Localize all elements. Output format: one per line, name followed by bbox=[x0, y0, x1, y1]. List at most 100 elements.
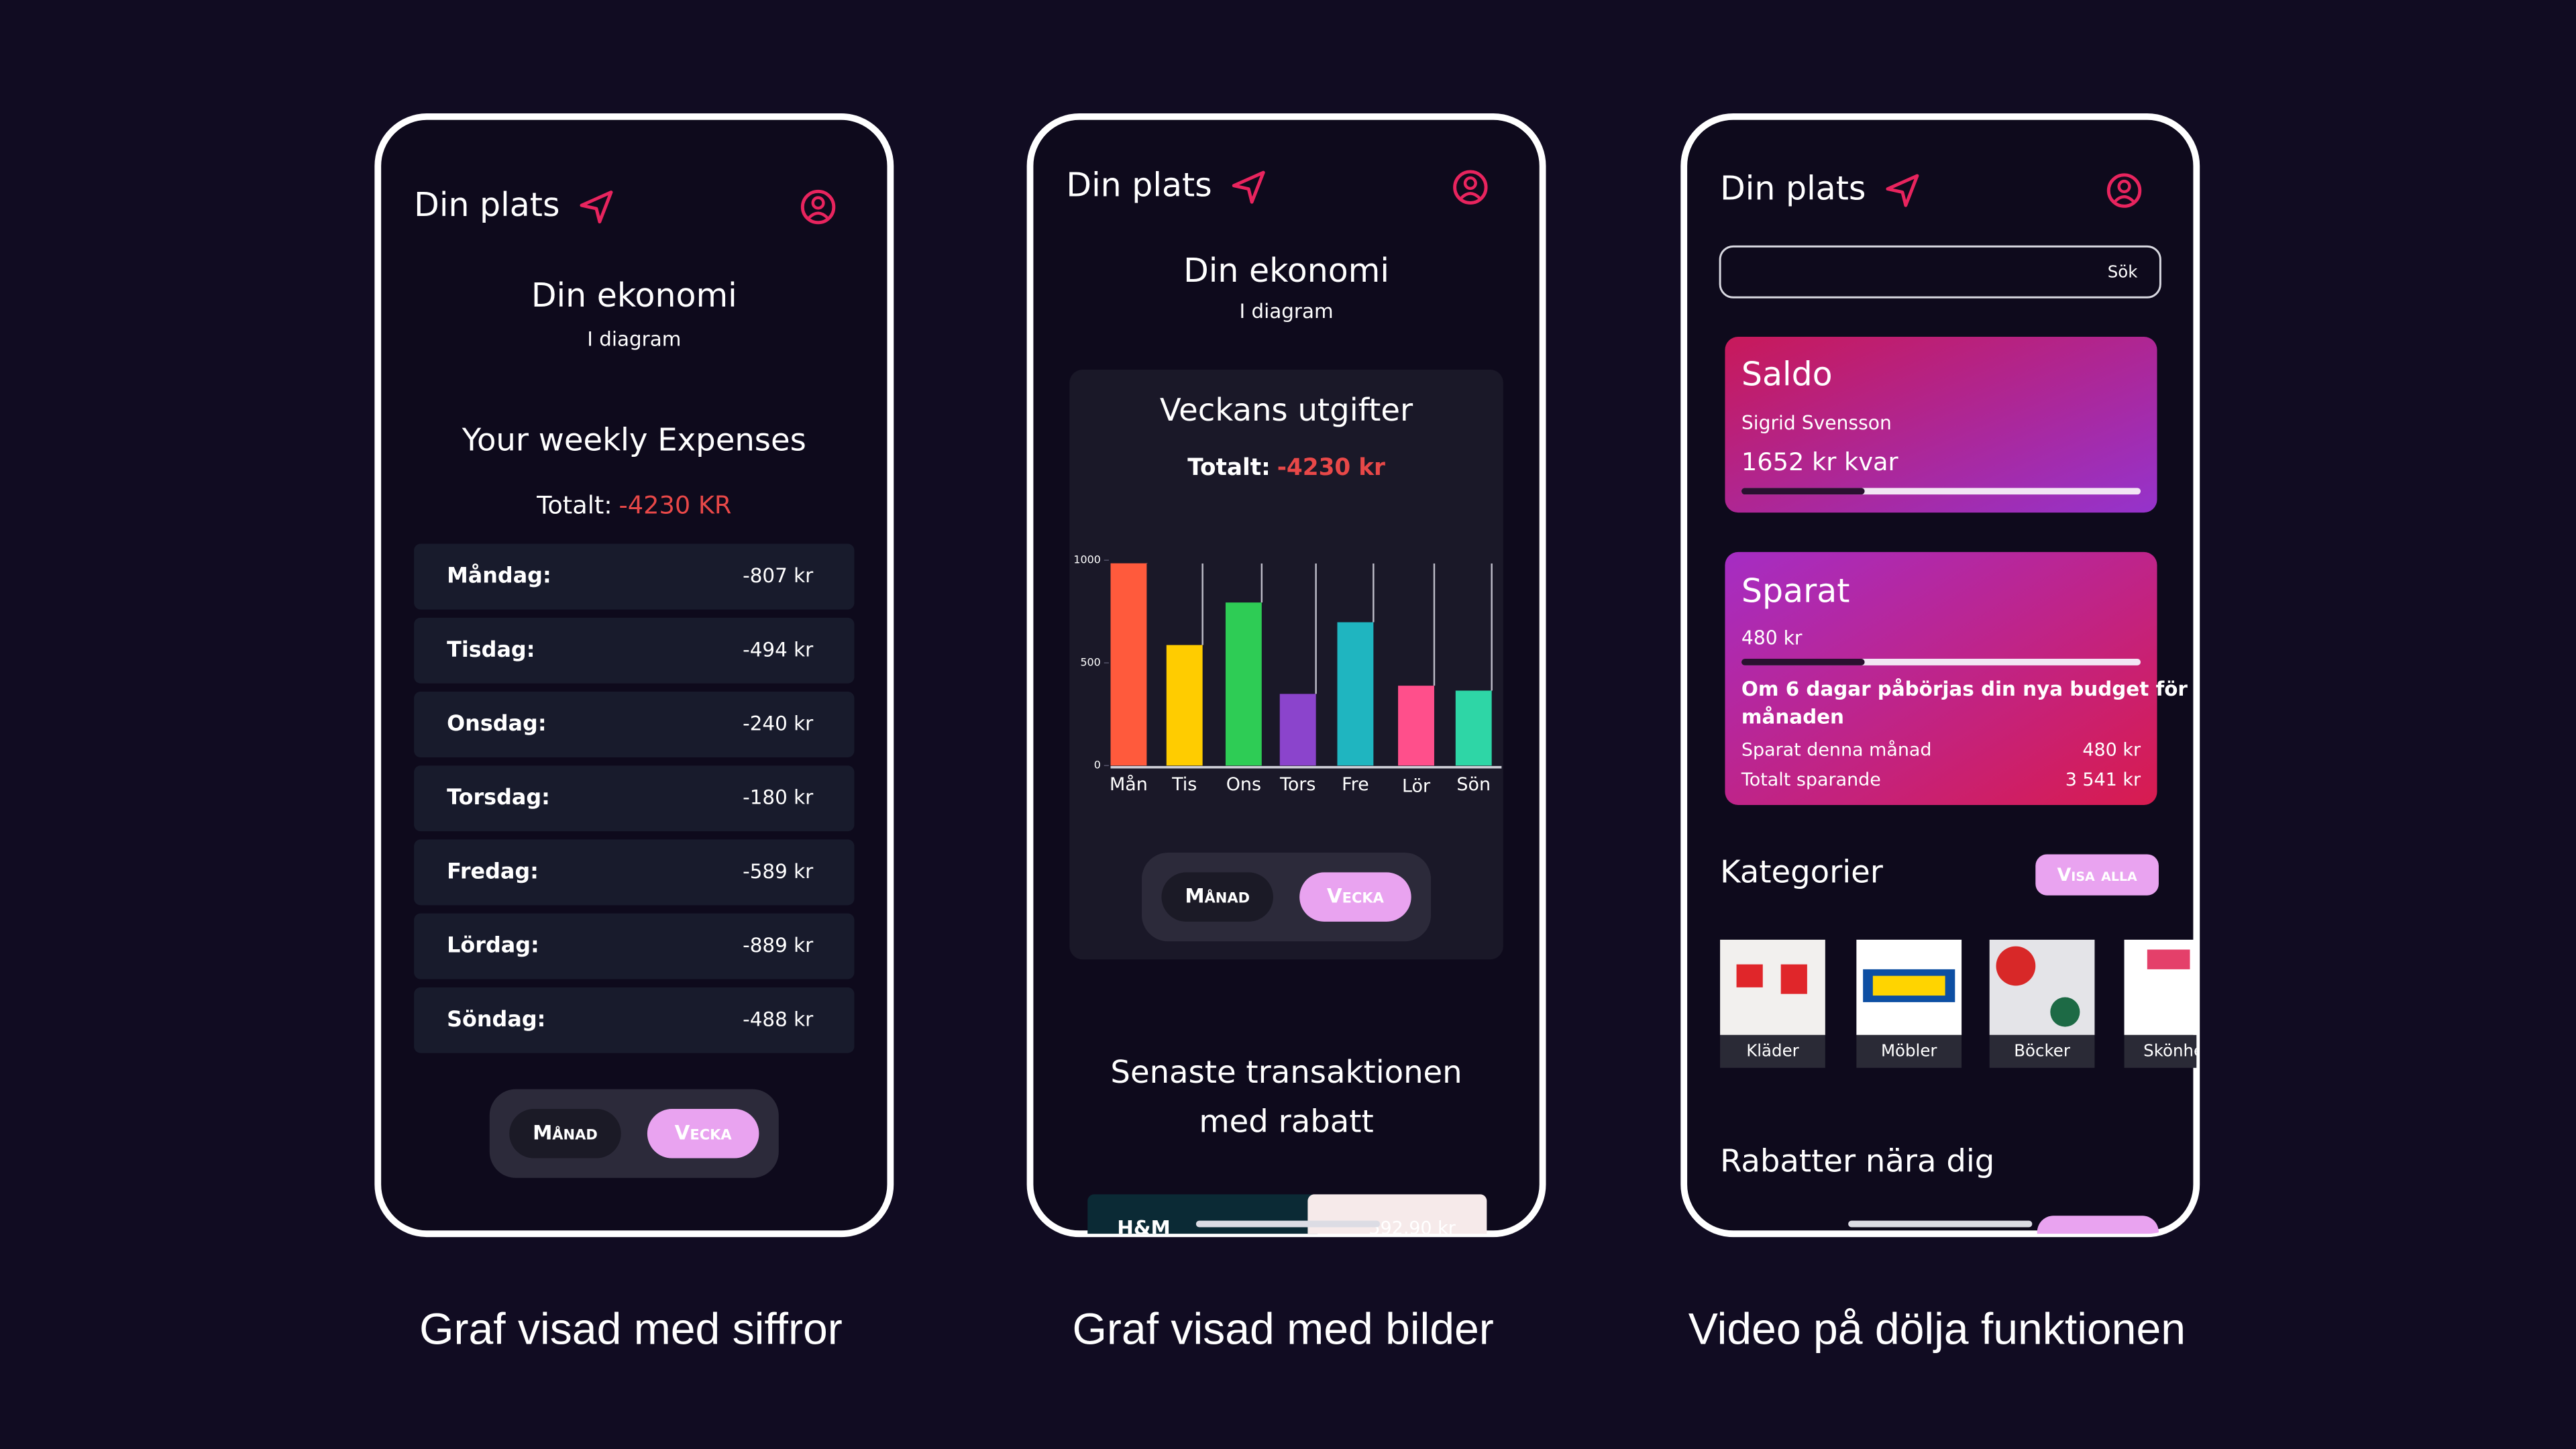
caption: Video på dölja funktionen bbox=[1688, 1305, 2186, 1354]
toggle-week[interactable] bbox=[647, 1109, 759, 1159]
saldo-title: Saldo bbox=[1741, 355, 1833, 393]
expense-amount: -589 kr bbox=[743, 860, 814, 883]
toggle-month[interactable] bbox=[1161, 872, 1273, 922]
y-tick-label: 1000 bbox=[1073, 553, 1100, 566]
bar bbox=[1110, 563, 1147, 766]
profile-body bbox=[808, 211, 828, 219]
expense-day: Torsdag: bbox=[447, 784, 550, 810]
chart-total-label: Totalt: bbox=[1187, 453, 1271, 480]
title: Din ekonomi bbox=[531, 276, 737, 315]
expense-row bbox=[414, 692, 855, 757]
expense-row bbox=[414, 913, 855, 979]
logo-shape bbox=[1736, 964, 1763, 987]
category-label-bg bbox=[2124, 1034, 2197, 1068]
home-indicator bbox=[1195, 1220, 1381, 1228]
category-image bbox=[1720, 939, 1825, 1035]
category-label: Skönhet bbox=[2143, 1040, 2210, 1060]
sparat-note: månaden bbox=[1741, 705, 1844, 729]
bar bbox=[1279, 694, 1316, 766]
profile-body bbox=[2114, 195, 2135, 203]
expense-amount: -488 kr bbox=[743, 1008, 814, 1030]
location-icon[interactable] bbox=[1232, 170, 1265, 204]
sparat-progress-fill bbox=[1741, 659, 1865, 665]
expense-amount: -494 kr bbox=[743, 638, 814, 661]
saldo-remaining: 1652 kr kvar bbox=[1741, 447, 1899, 476]
category-label: Kläder bbox=[1746, 1040, 1799, 1060]
toggle-week-label[interactable]: Vecka bbox=[675, 1121, 733, 1144]
toggle-month[interactable] bbox=[509, 1109, 621, 1159]
saldo-card[interactable] bbox=[1725, 337, 2157, 513]
category-tile[interactable]: Möbler bbox=[1856, 939, 1962, 1068]
expense-row bbox=[414, 765, 855, 832]
search-box[interactable] bbox=[1719, 245, 2161, 299]
phone-screen: Din plats Din ekonomi I diagram Your weekly… bbox=[414, 186, 855, 1178]
profile-icon[interactable] bbox=[2106, 173, 2142, 208]
expense-row bbox=[414, 617, 855, 684]
phone-screen: Din plats Sök Saldo Sigrid Svensson 1652 kr … bbox=[1719, 170, 2210, 1248]
heading: Your weekly Expenses bbox=[462, 421, 806, 458]
category-label-bg bbox=[1856, 1034, 1962, 1068]
x-tick-label: Tors bbox=[1279, 774, 1316, 795]
categories-title: Kategorier bbox=[1720, 853, 1884, 890]
chart-total-value: -4230 kr bbox=[1277, 453, 1385, 480]
transaction-amount: 592,90 kr bbox=[1368, 1218, 1456, 1238]
category-label-bg bbox=[1989, 1034, 2095, 1068]
logo-shape bbox=[2147, 949, 2190, 969]
section-title: med rabatt bbox=[1199, 1104, 1373, 1140]
x-tick-label: Fre bbox=[1342, 774, 1369, 795]
bar bbox=[1398, 686, 1434, 766]
expense-day: Söndag: bbox=[447, 1006, 545, 1032]
y-tick-label: 0 bbox=[1094, 759, 1101, 771]
see-all-label[interactable]: Visa alla bbox=[2057, 865, 2137, 885]
profile-ring bbox=[800, 189, 836, 225]
discount-chip[interactable] bbox=[2037, 1216, 2159, 1248]
caption: Graf visad med bilder bbox=[1072, 1305, 1493, 1354]
location-icon[interactable] bbox=[580, 191, 613, 224]
profile-ring bbox=[2106, 173, 2142, 208]
bar bbox=[1455, 690, 1492, 766]
expense-row bbox=[414, 839, 855, 906]
x-tick-label: Tis bbox=[1171, 774, 1197, 795]
toggle-week-label[interactable]: Vecka bbox=[1327, 885, 1385, 908]
toggle-month-label[interactable]: Månad bbox=[1185, 885, 1250, 908]
category-label-bg bbox=[1720, 1034, 1825, 1068]
profile-icon[interactable] bbox=[800, 189, 836, 225]
search-button[interactable]: Sök bbox=[2108, 262, 2139, 282]
total-value: -4230 KR bbox=[619, 490, 731, 519]
toggle-week[interactable] bbox=[1299, 872, 1411, 922]
expense-day: Fredag: bbox=[447, 858, 539, 883]
location-icon[interactable] bbox=[1886, 174, 1919, 207]
toggle-month-label[interactable]: Månad bbox=[533, 1121, 598, 1144]
expense-day: Måndag: bbox=[447, 563, 551, 588]
phone-screen: Din plats Din ekonomi I diagram Veckans utg… bbox=[1066, 166, 1503, 1260]
logo-shape bbox=[1780, 964, 1807, 994]
sparat-row-label: Totalt sparande bbox=[1741, 769, 1881, 790]
sparat-note: Om 6 dagar påbörjas din nya budget för bbox=[1741, 677, 2188, 700]
expense-amount: -240 kr bbox=[743, 712, 814, 735]
logo-shape bbox=[2050, 997, 2080, 1027]
transaction-card-right[interactable] bbox=[1307, 1194, 1487, 1260]
see-all-button[interactable] bbox=[2035, 854, 2159, 896]
expense-day: Onsdag: bbox=[447, 710, 546, 736]
profile-icon[interactable] bbox=[1453, 170, 1488, 205]
expense-row bbox=[414, 987, 855, 1053]
sparat-card[interactable] bbox=[1725, 551, 2157, 805]
logo-shape bbox=[1996, 946, 2036, 986]
chart-title: Veckans utgifter bbox=[1160, 392, 1413, 428]
profile-head bbox=[2117, 179, 2131, 194]
expense-day: Tisdag: bbox=[447, 637, 535, 662]
x-tick-label: Mån bbox=[1110, 774, 1148, 795]
discounts-title: Rabatter nära dig bbox=[1720, 1142, 1994, 1179]
y-tick-label: 500 bbox=[1080, 656, 1100, 669]
category-tile[interactable]: Kläder bbox=[1720, 939, 1825, 1068]
expense-amount: -889 kr bbox=[743, 934, 814, 957]
home-indicator bbox=[1848, 1220, 2033, 1228]
expense-day: Lördag: bbox=[447, 932, 539, 958]
bar bbox=[1337, 622, 1374, 766]
sparat-row-value: 3 541 kr bbox=[2065, 769, 2141, 790]
title: Din ekonomi bbox=[1183, 252, 1389, 290]
location-label: Din plats bbox=[1720, 170, 1866, 208]
bar bbox=[1225, 602, 1262, 766]
